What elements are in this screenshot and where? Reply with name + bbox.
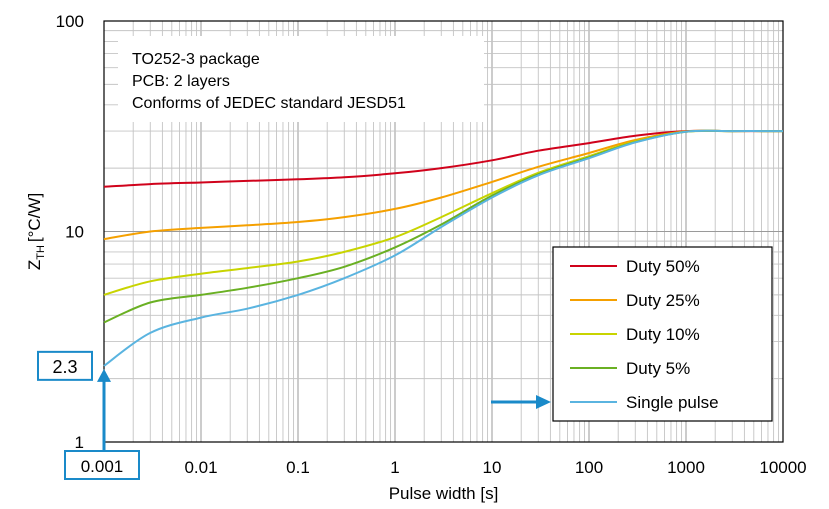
legend: Duty 50% Duty 25% Duty 10% Duty 5% Single pu…	[552, 246, 773, 422]
series-line-0	[103, 129, 783, 188]
y-axis-label-subscript: TH	[35, 245, 47, 260]
x-marker-box	[64, 450, 140, 480]
series-line-4	[103, 129, 784, 367]
legend-arrow-head	[536, 395, 551, 409]
annotations: 2.3 0.001	[37, 350, 551, 480]
series-group	[103, 129, 784, 367]
x-marker-label: 0.001	[81, 457, 124, 476]
info-line-pcb: PCB: 2 layers	[132, 73, 230, 90]
y-axis-label-unit: [°C/W]	[25, 193, 44, 242]
info-line-package: TO252-3 package	[132, 51, 260, 68]
info-line-standard: Conforms of JEDEC standard JESD51	[132, 95, 406, 112]
x-tick-label: 0.1	[286, 458, 310, 477]
y-axis-label: ZTH [°C/W]	[25, 193, 47, 270]
legend-label: Duty 50%	[626, 257, 700, 276]
info-box-background	[118, 36, 484, 122]
y-tick-label: 1	[75, 433, 84, 452]
legend-label: Duty 10%	[626, 325, 700, 344]
y-marker-box	[37, 350, 93, 381]
y-marker-label: 2.3	[52, 357, 77, 377]
legend-label: Duty 5%	[626, 359, 690, 378]
info-box: TO252-3 package PCB: 2 layers Conforms o…	[118, 36, 484, 122]
x-axis-label: Pulse width [s]	[389, 484, 499, 503]
legend-label: Single pulse	[626, 393, 719, 412]
legend-label: Duty 25%	[626, 291, 700, 310]
x-tick-label: 0.01	[184, 458, 217, 477]
x-tick-label: 10000	[759, 458, 806, 477]
y-tick-label: 100	[56, 12, 84, 31]
x-tick-label: 1000	[667, 458, 705, 477]
x-tick-label: 10	[483, 458, 502, 477]
y-tick-label: 10	[65, 223, 84, 242]
x-marker-arrow-head	[97, 368, 111, 382]
x-tick-label: 100	[575, 458, 603, 477]
y-axis-label-main: Z	[25, 260, 44, 270]
x-tick-label: 1	[390, 458, 399, 477]
plot-frame	[103, 20, 784, 443]
y-tick-labels: 1 10 100	[56, 12, 84, 452]
